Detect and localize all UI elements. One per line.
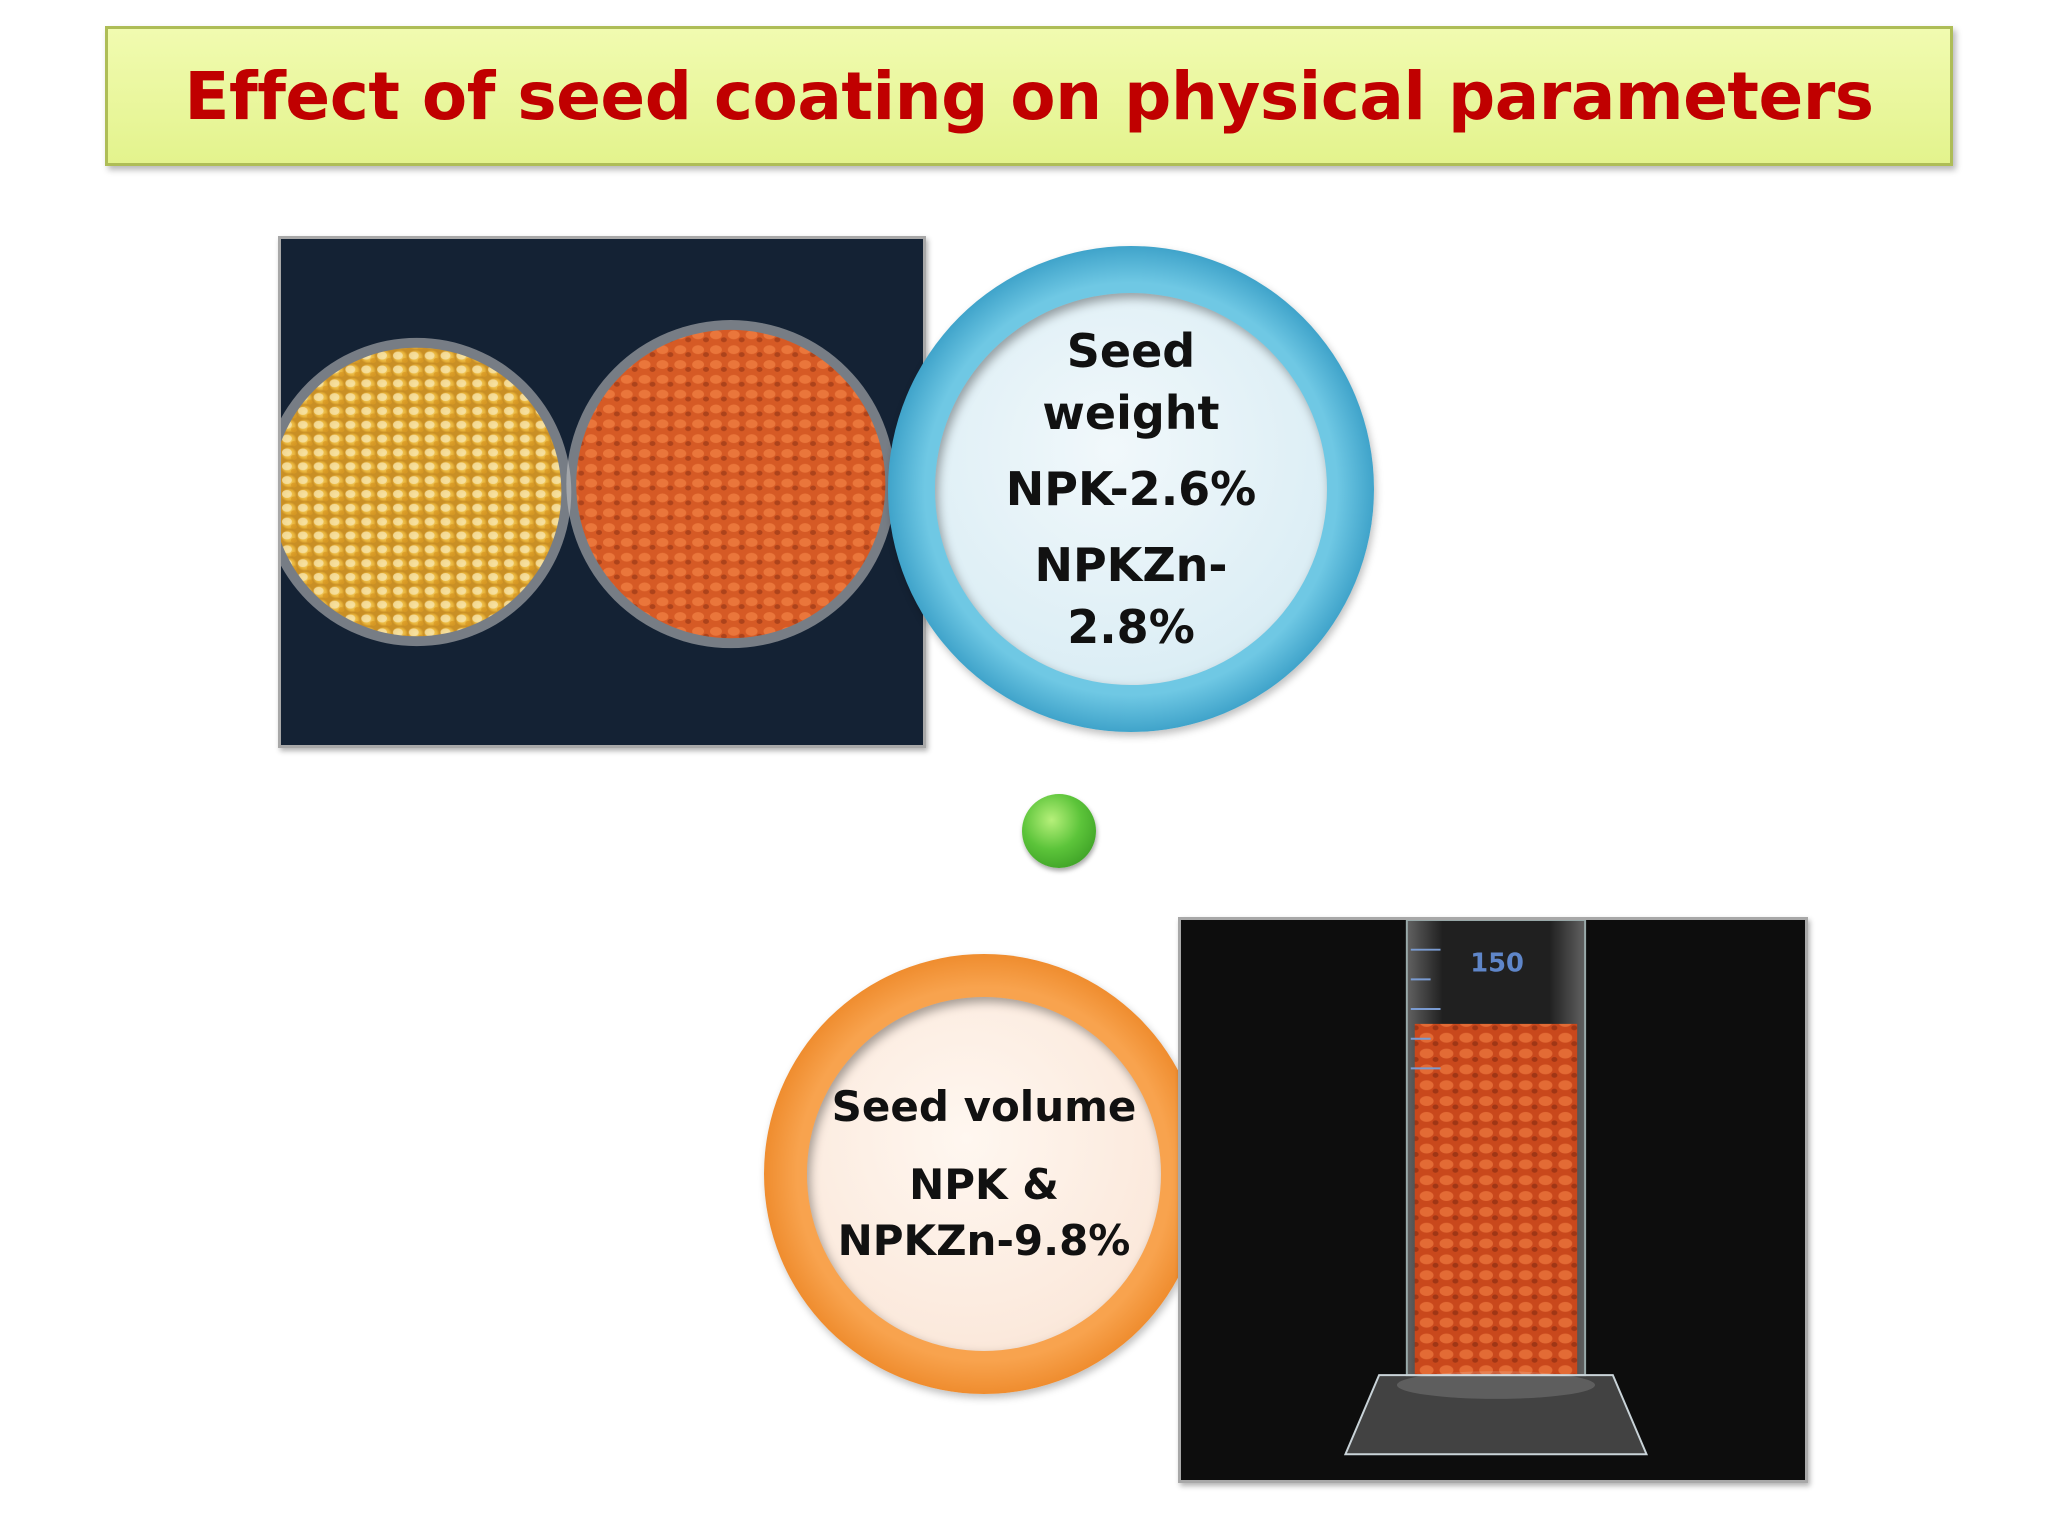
seed-weight-heading-line2: weight <box>1042 386 1220 440</box>
seed-volume-heading: Seed volume <box>831 1082 1137 1131</box>
seed-weight-ring: Seed weight NPK-2.6% NPKZn- 2.8% <box>888 246 1374 732</box>
connector-dot <box>1022 794 1096 868</box>
seed-weight-npkzn-line2: 2.8% <box>1067 600 1195 654</box>
cylinder-scale-label: 150 <box>1470 948 1524 978</box>
seed-volume-card: Seed volume NPK & NPKZn-9.8% <box>807 997 1161 1351</box>
seed-weight-npk-value: NPK-2.6% <box>1005 462 1257 516</box>
seed-weight-heading-line1: Seed <box>1066 324 1196 378</box>
seed-weight-npkzn-line1: NPKZn- <box>1034 538 1228 592</box>
seed-weight-card: Seed weight NPK-2.6% NPKZn- 2.8% <box>935 293 1327 685</box>
seed-volume-ring: Seed volume NPK & NPKZn-9.8% <box>764 954 1204 1394</box>
seed-volume-line1: NPK & <box>909 1160 1059 1209</box>
seed-volume-line2: NPKZn-9.8% <box>837 1216 1131 1265</box>
slide-title: Effect of seed coating on physical param… <box>184 57 1874 135</box>
seed-petri-dishes-photo <box>278 236 926 748</box>
graduated-cylinder-photo: 150 <box>1178 917 1808 1483</box>
title-banner: Effect of seed coating on physical param… <box>105 26 1953 166</box>
